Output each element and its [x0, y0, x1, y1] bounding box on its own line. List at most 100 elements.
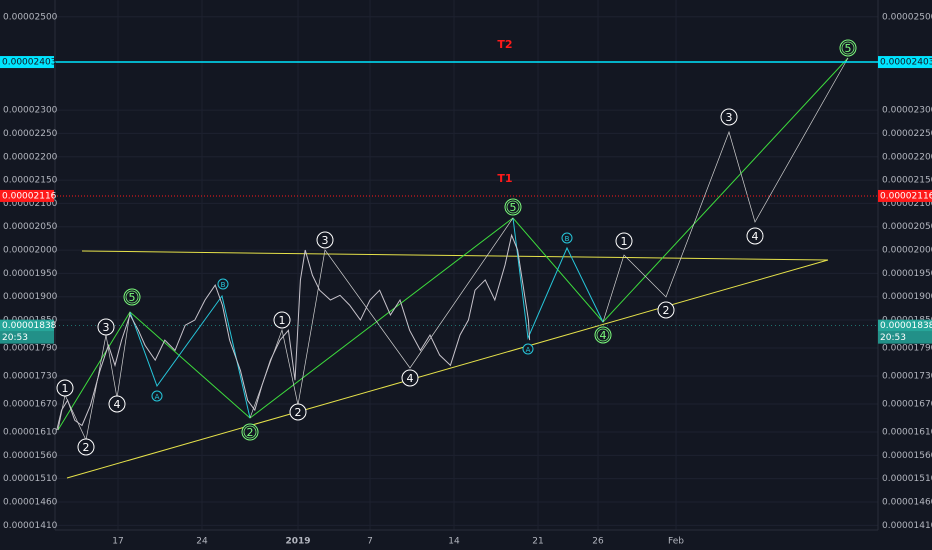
last-price-tag-label: 0.00001838 — [2, 321, 57, 331]
wave-marker — [289, 403, 307, 421]
level-name: T2 — [497, 38, 512, 51]
wave-label: 4 — [114, 398, 121, 411]
wave-marker — [316, 231, 334, 249]
x-tick-label: 2019 — [285, 537, 310, 547]
wave-label: 4 — [407, 372, 414, 385]
y-tick-label: 0.00001510 — [3, 474, 58, 484]
countdown-label: 20:53 — [2, 333, 28, 343]
level-tag — [878, 189, 932, 202]
level-tag-label: 0.00002403 — [2, 58, 56, 68]
wave-label: 2 — [83, 441, 90, 454]
last-price-tag — [0, 319, 54, 332]
wave-marker — [56, 379, 74, 397]
level-tag-label: 0.00002116 — [2, 191, 57, 201]
wave-marker — [401, 369, 419, 387]
wave-marker — [77, 438, 95, 456]
y-tick-label: 0.00001610 — [3, 428, 58, 438]
y-tick-label: 0.00002250 — [3, 129, 58, 139]
y-tick-label: 0.00001900 — [882, 292, 932, 302]
x-tick-label: 14 — [448, 537, 460, 547]
wave-marker — [151, 390, 163, 402]
wave-marker — [561, 232, 573, 244]
y-tick-label: 0.00001460 — [882, 498, 932, 508]
wave-marker — [217, 278, 229, 290]
wave-label: A — [526, 346, 531, 354]
y-tick-label: 0.00002500 — [882, 12, 932, 22]
level-tag-label: 0.00002403 — [880, 58, 932, 68]
y-tick-label: 0.00001950 — [882, 269, 932, 279]
level-tag — [0, 56, 54, 69]
level-tag-label: 0.00002116 — [880, 191, 932, 201]
y-tick-label: 0.00001460 — [3, 498, 58, 508]
wave-label: 4 — [600, 329, 607, 342]
y-tick-label: 0.00002100 — [3, 199, 58, 209]
wave-label: 3 — [103, 321, 110, 334]
wave-line — [512, 217, 604, 340]
level-name: T1 — [497, 172, 512, 185]
x-tick-label: Feb — [668, 537, 684, 547]
wave-marker — [720, 108, 738, 126]
wave-label: 3 — [726, 111, 733, 124]
x-tick-label: 24 — [196, 537, 208, 547]
x-tick-label: 26 — [592, 537, 604, 547]
y-tick-label: 0.00001410 — [882, 521, 932, 531]
y-tick-label: 0.00001730 — [3, 372, 58, 382]
wave-line — [249, 217, 514, 419]
wave-label: 1 — [62, 382, 69, 395]
wave-marker — [841, 41, 855, 55]
y-tick-label: 0.00002000 — [3, 246, 58, 256]
wave-marker — [108, 395, 126, 413]
y-tick-label: 0.00002000 — [882, 246, 932, 256]
wave-marker — [273, 311, 291, 329]
wave-marker — [243, 425, 257, 439]
trend-line — [81, 250, 829, 261]
grid — [55, 0, 878, 530]
wave-label: 5 — [510, 201, 517, 214]
wave-line — [602, 57, 849, 323]
drawings — [57, 57, 849, 479]
last-price-tag — [878, 319, 932, 332]
countdown-tag — [0, 331, 54, 344]
y-tick-label: 0.00001610 — [882, 428, 932, 438]
wave-label: 5 — [129, 291, 136, 304]
wave-label: 2 — [247, 426, 254, 439]
y-tick-label: 0.00001670 — [882, 400, 932, 410]
wave-label: 1 — [279, 314, 286, 327]
wave-label: 1 — [621, 235, 628, 248]
y-tick-label: 0.00001410 — [3, 521, 58, 531]
y-tick-label: 0.00001900 — [3, 292, 58, 302]
x-tick-label: 17 — [112, 537, 123, 547]
y-tick-label: 0.00001790 — [882, 344, 932, 354]
wave-label: A — [155, 393, 160, 401]
last-price-tag-label: 0.00001838 — [880, 321, 932, 331]
wave-label: 2 — [663, 304, 670, 317]
y-tick-label: 0.00002150 — [3, 176, 58, 186]
x-tick-label: 7 — [367, 537, 373, 547]
wave-marker — [506, 200, 520, 214]
y-tick-label: 0.00002200 — [882, 152, 932, 162]
level-tag — [0, 189, 54, 202]
wave-label: B — [221, 281, 226, 289]
price-line — [56, 233, 531, 431]
wave-marker — [125, 290, 139, 304]
countdown-label: 20:53 — [880, 333, 906, 343]
wave-marker — [615, 232, 633, 250]
wave-label: 5 — [845, 42, 852, 55]
y-tick-label: 0.00002500 — [3, 12, 58, 22]
wave-line — [57, 57, 849, 431]
wave-line — [57, 311, 131, 442]
y-tick-label: 0.00001730 — [882, 372, 932, 382]
y-tick-label: 0.00002300 — [882, 106, 932, 116]
y-tick-label: 0.00002250 — [882, 129, 932, 139]
wave-marker — [746, 227, 764, 245]
x-tick-label: 21 — [532, 537, 543, 547]
countdown-tag — [878, 331, 932, 344]
y-tick-label: 0.00002050 — [3, 222, 58, 232]
y-tick-label: 0.00002050 — [882, 222, 932, 232]
wave-label: 3 — [322, 234, 329, 247]
y-tick-label: 0.00001560 — [3, 451, 58, 461]
wave-marker — [97, 318, 115, 336]
y-tick-label: 0.00001670 — [3, 400, 58, 410]
